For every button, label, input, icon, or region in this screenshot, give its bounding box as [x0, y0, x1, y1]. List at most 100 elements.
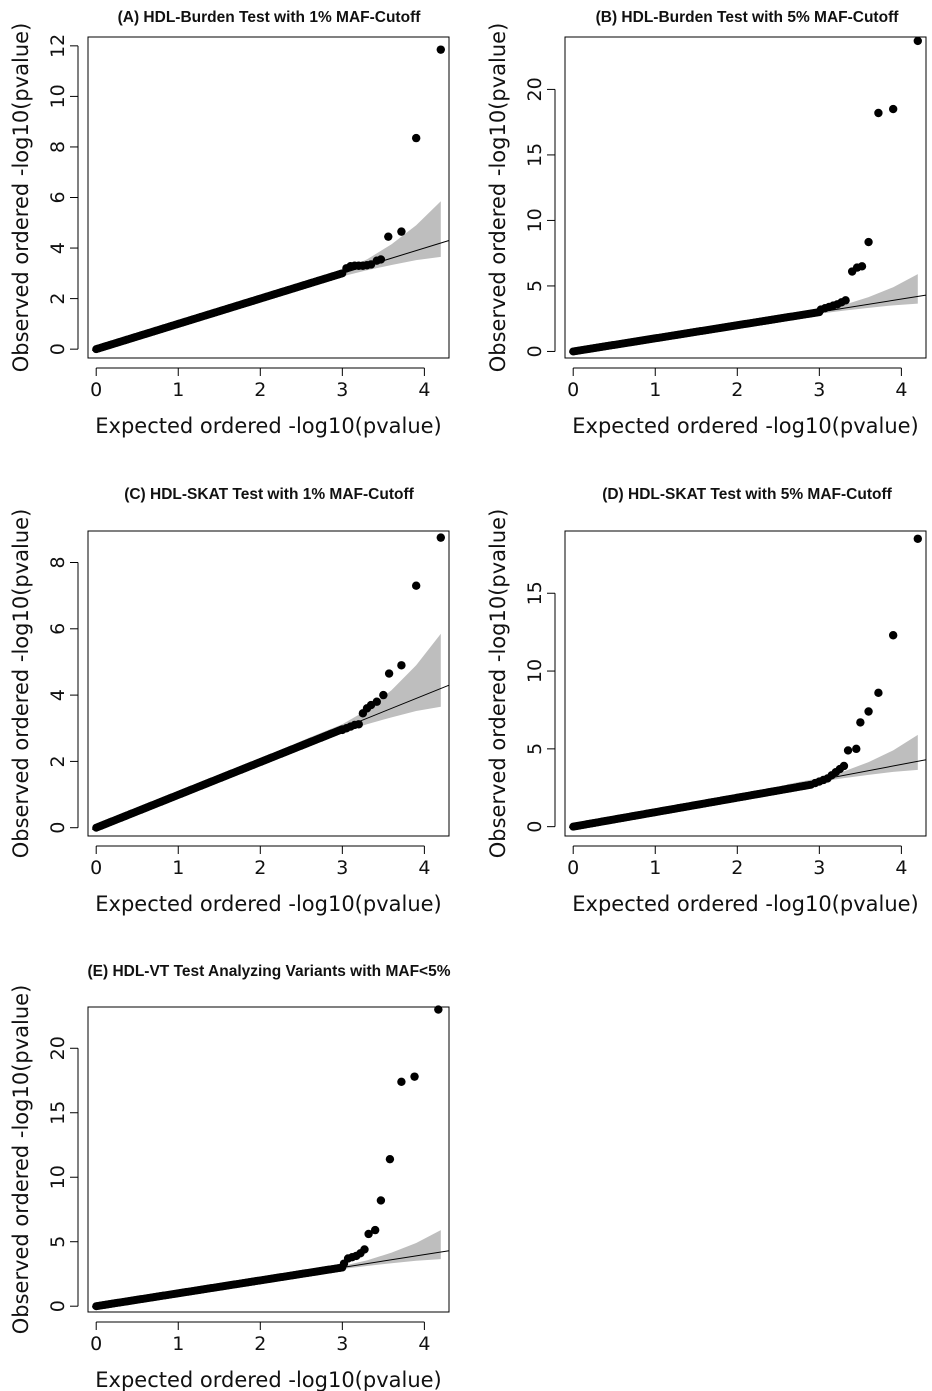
y-tick-label: 5 — [524, 743, 546, 755]
y-axis-label: Observed ordered -log10(pvalue) — [9, 509, 33, 859]
x-tick-label: 0 — [90, 1333, 102, 1355]
y-tick-label: 0 — [47, 822, 69, 834]
x-axis-label: Expected ordered -log10(pvalue) — [95, 1368, 442, 1391]
data-point — [354, 720, 363, 729]
data-point — [888, 631, 898, 640]
y-tick-label: 20 — [524, 77, 546, 101]
x-tick-label: 4 — [418, 1333, 430, 1355]
data-point — [839, 761, 849, 771]
x-tick-label: 1 — [172, 1333, 184, 1355]
x-tick-label: 3 — [336, 857, 348, 879]
y-tick-label: 10 — [524, 208, 546, 232]
data-point — [874, 108, 883, 118]
qq-panel-b: (B) HDL-Burden Test with 5% MAF-Cutoff 0 1… — [486, 9, 927, 438]
y-tick-label: 10 — [524, 659, 546, 683]
y-tick-label: 0 — [524, 345, 546, 357]
y-tick-label: 2 — [47, 755, 69, 767]
plot-frame — [564, 530, 927, 837]
data-point — [370, 1225, 380, 1235]
confidence-band — [342, 1230, 441, 1270]
confidence-band — [276, 633, 441, 757]
y-tick-label: 2 — [47, 293, 69, 305]
y-axis-label: Observed ordered -log10(pvalue) — [486, 509, 510, 859]
x-tick-label: 1 — [649, 857, 661, 879]
qq-panel-e: (E) HDL-VT Test Analyzing Variants with … — [9, 963, 451, 1391]
x-axis-label: Expected ordered -log10(pvalue) — [95, 414, 442, 438]
data-point — [410, 1072, 419, 1081]
data-point — [874, 688, 883, 698]
panel-title: (A) HDL-Burden Test with 1% MAF-Cutoff — [118, 9, 422, 26]
data-point — [376, 1196, 386, 1205]
y-tick-label: 4 — [47, 242, 69, 254]
x-tick-label: 0 — [90, 379, 102, 401]
x-tick-label: 0 — [567, 379, 579, 401]
x-tick-label: 3 — [813, 379, 825, 401]
y-tick-label: 10 — [47, 1165, 69, 1189]
data-point — [841, 296, 850, 305]
y-tick-label: 5 — [524, 280, 546, 292]
y-tick-label: 0 — [47, 343, 69, 355]
y-axis-label: Observed ordered -log10(pvalue) — [9, 985, 33, 1335]
x-axis-label: Expected ordered -log10(pvalue) — [572, 892, 919, 916]
y-tick-label: 5 — [47, 1236, 69, 1248]
data-point — [411, 133, 421, 143]
data-point — [384, 232, 393, 241]
data-point — [364, 1229, 373, 1239]
x-axis-label: Expected ordered -log10(pvalue) — [572, 414, 919, 438]
x-tick-label: 2 — [254, 857, 266, 879]
data-point — [913, 36, 922, 46]
x-tick-label: 1 — [172, 857, 184, 879]
data-point — [360, 1245, 369, 1254]
x-tick-label: 3 — [336, 379, 348, 401]
x-tick-label: 4 — [418, 857, 430, 879]
x-tick-label: 1 — [172, 379, 184, 401]
y-tick-label: 4 — [47, 689, 69, 701]
panel-title: (E) HDL-VT Test Analyzing Variants with … — [87, 963, 450, 980]
panel-title: (C) HDL-SKAT Test with 1% MAF-Cutoff — [124, 486, 414, 503]
data-point — [857, 262, 867, 271]
x-tick-label: 4 — [418, 379, 430, 401]
confidence-band — [786, 734, 918, 788]
y-tick-label: 8 — [47, 141, 69, 153]
y-tick-label: 15 — [47, 1101, 69, 1125]
data-point — [864, 237, 873, 247]
data-point — [379, 690, 388, 700]
data-point — [436, 45, 445, 54]
x-tick-label: 2 — [254, 1333, 266, 1355]
plot-frame — [564, 36, 927, 359]
data-point — [852, 744, 861, 754]
x-tick-label: 2 — [731, 379, 743, 401]
qq-panel-c: (C) HDL-SKAT Test with 1% MAF-Cutoff 0 1 2 3… — [9, 486, 450, 916]
y-tick-label: 12 — [47, 34, 69, 58]
x-tick-label: 2 — [254, 379, 266, 401]
y-tick-label: 20 — [47, 1036, 69, 1060]
qq-panel-d: (D) HDL-SKAT Test with 5% MAF-Cutoff 0 1 2 3… — [486, 486, 927, 916]
panel-title: (B) HDL-Burden Test with 5% MAF-Cutoff — [596, 9, 900, 26]
x-axis-label: Expected ordered -log10(pvalue) — [95, 892, 442, 916]
confidence-band — [819, 274, 918, 314]
y-tick-label: 0 — [524, 821, 546, 833]
data-point — [397, 1077, 406, 1086]
x-tick-label: 3 — [336, 1333, 348, 1355]
x-tick-label: 1 — [649, 379, 661, 401]
data-point — [372, 697, 381, 706]
y-tick-label: 15 — [524, 581, 546, 605]
confidence-band — [342, 201, 441, 277]
data-point — [856, 718, 865, 727]
plot-frame — [87, 36, 450, 359]
y-tick-label: 0 — [47, 1300, 69, 1312]
data-point — [864, 707, 873, 716]
x-tick-label: 0 — [567, 857, 579, 879]
data-point — [888, 104, 898, 114]
x-tick-label: 4 — [895, 379, 907, 401]
x-tick-label: 4 — [895, 857, 907, 879]
x-tick-label: 3 — [813, 857, 825, 879]
plot-frame — [87, 1006, 450, 1313]
y-axis-label: Observed ordered -log10(pvalue) — [486, 23, 510, 373]
panel-title: (D) HDL-SKAT Test with 5% MAF-Cutoff — [602, 486, 892, 503]
y-tick-label: 10 — [47, 84, 69, 108]
data-point — [397, 227, 406, 236]
data-point — [436, 533, 445, 542]
y-tick-label: 8 — [47, 556, 69, 568]
